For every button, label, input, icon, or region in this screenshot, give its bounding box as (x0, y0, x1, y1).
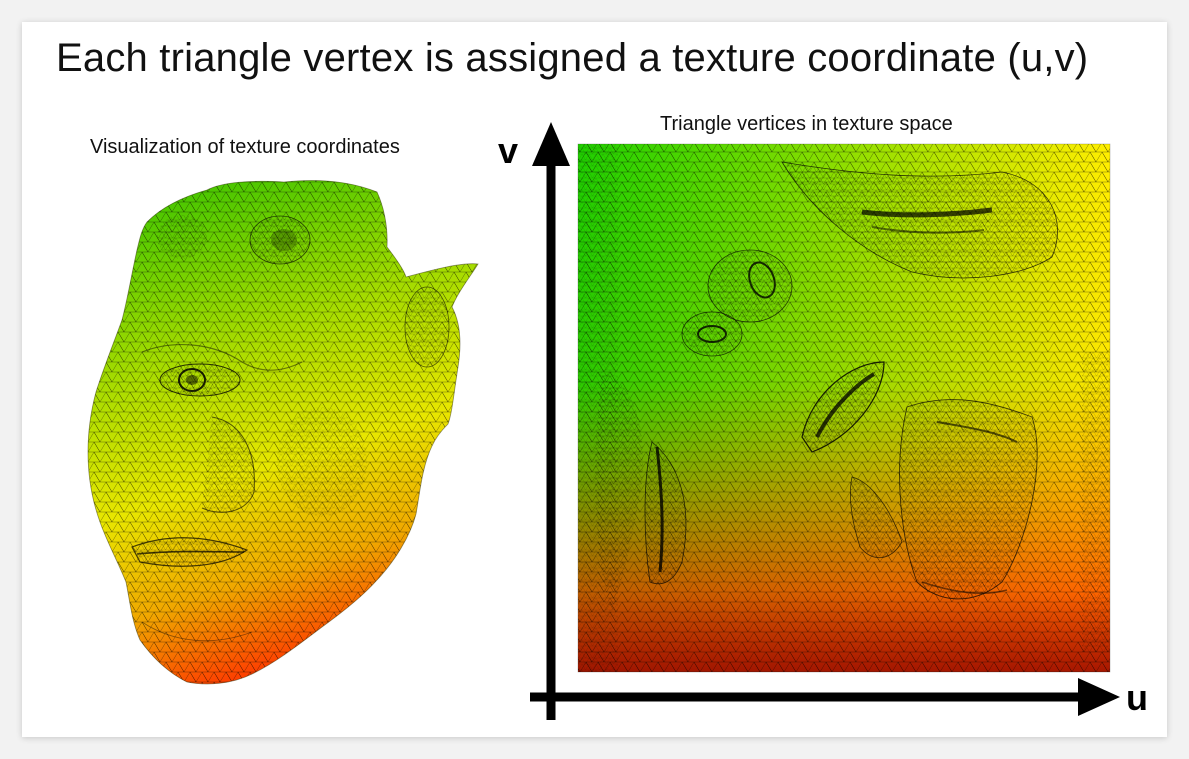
texture-space-mesh (577, 143, 1111, 673)
v-axis (532, 122, 570, 720)
face-mesh-visualization (87, 179, 479, 685)
u-axis (530, 678, 1120, 716)
right-caption: Triangle vertices in texture space (660, 113, 953, 135)
axis-v-label: v (498, 130, 519, 171)
axis-u-label: u (1126, 677, 1148, 718)
illustration (87, 122, 1120, 720)
slide-title: Each triangle vertex is assigned a textu… (56, 36, 1089, 80)
slide: Each triangle vertex is assigned a textu… (22, 22, 1167, 737)
left-caption: Visualization of texture coordinates (90, 136, 400, 158)
